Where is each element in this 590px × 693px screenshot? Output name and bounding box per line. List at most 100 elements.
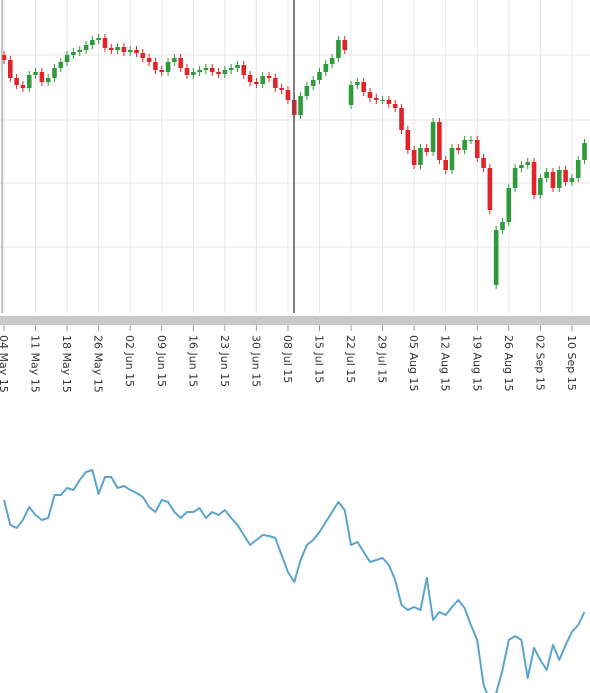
candle-body: [8, 60, 13, 78]
candle-body: [127, 50, 133, 52]
x-tick-label: 15 Jul 15: [313, 335, 326, 383]
candle-body: [247, 75, 253, 82]
candle-body: [1, 55, 7, 60]
x-tick-label: 11 May 15: [29, 335, 42, 393]
x-tick-label: 29 Jul 15: [376, 335, 389, 383]
candle-body: [26, 75, 32, 88]
candle-body: [443, 160, 448, 170]
candle-body: [254, 82, 259, 84]
x-tick-label: 19 Aug 15: [470, 335, 483, 391]
candle-body: [531, 162, 537, 195]
candle-body: [424, 148, 430, 152]
x-tick-label: 09 Jun 15: [155, 335, 168, 387]
candle-body: [191, 72, 196, 75]
candle-body: [411, 150, 417, 165]
x-tick-label: 23 Jun 15: [218, 335, 231, 387]
candle-body: [500, 222, 505, 230]
x-tick-label: 02 Sep 15: [533, 335, 546, 391]
x-tick-label: 02 Jun 15: [123, 335, 136, 387]
candle-body: [575, 160, 581, 178]
candle-body: [569, 178, 575, 182]
candle-body: [115, 47, 120, 50]
candle-body: [329, 58, 335, 64]
candle-body: [146, 58, 152, 62]
candle-body: [563, 170, 568, 182]
candles: [1, 34, 587, 289]
candle-body: [512, 168, 518, 188]
candle-body: [90, 40, 95, 45]
candle-body: [222, 70, 228, 74]
x-tick-label: 10 Sep 15: [565, 335, 578, 391]
x-axis: 04 May 15 11 May 15 18 May 15 26 May 15 02 J…: [0, 325, 578, 393]
candle-body: [323, 64, 329, 72]
candle-body: [159, 70, 165, 72]
candle-body: [449, 148, 455, 170]
candle-body: [544, 172, 549, 178]
candle-body: [96, 38, 101, 40]
candle-body: [380, 100, 385, 101]
x-tick-label: 26 May 15: [92, 335, 105, 393]
candle-body: [121, 47, 127, 52]
candle-body: [487, 168, 493, 210]
candle-body: [582, 143, 587, 160]
candle-body: [386, 100, 392, 104]
candle-body: [64, 55, 70, 62]
candle-body: [197, 70, 202, 72]
candle-body: [298, 96, 303, 115]
line-chart: [3, 469, 586, 693]
scroll-bar[interactable]: [0, 316, 590, 325]
x-tick-label: 04 May 15: [0, 335, 10, 393]
candle-body: [474, 140, 480, 158]
candle-body: [493, 230, 499, 285]
candle-body: [235, 65, 240, 68]
candle-body: [184, 68, 190, 75]
candle-body: [506, 188, 512, 222]
candle-body: [140, 53, 146, 58]
candle-body: [336, 40, 341, 58]
candle-body: [45, 78, 51, 82]
candle-body: [178, 58, 183, 68]
candle-body: [462, 140, 467, 150]
candle-body: [405, 130, 411, 150]
line-series: [3, 469, 586, 693]
candle-body: [39, 72, 45, 82]
candle-body: [33, 72, 38, 75]
x-tick-label: 26 Aug 15: [502, 335, 515, 391]
candle-body: [108, 48, 114, 50]
candle-body: [216, 72, 221, 74]
x-tick-label: 12 Aug 15: [439, 335, 452, 391]
candle-body: [355, 82, 360, 85]
x-tick-label: 18 May 15: [60, 335, 73, 393]
candle-body: [342, 40, 348, 50]
candle-body: [266, 76, 272, 78]
candle-body: [310, 80, 316, 86]
candle-body: [165, 62, 171, 72]
candle-body: [260, 76, 266, 84]
candle-body: [418, 148, 423, 165]
candle-body: [373, 98, 379, 100]
candle-body: [52, 68, 57, 78]
candle-body: [241, 65, 247, 75]
candle-body: [348, 85, 354, 105]
candle-body: [481, 158, 486, 168]
candle-body: [304, 86, 310, 96]
candle-body: [209, 68, 215, 72]
x-tick-label: 08 Jul 15: [281, 335, 294, 383]
x-tick-label: 16 Jun 15: [186, 335, 199, 387]
candle-body: [134, 50, 139, 53]
candle-body: [317, 72, 322, 80]
candle-body: [273, 78, 278, 88]
candle-body: [14, 78, 19, 85]
candle-body: [437, 122, 442, 160]
candle-body: [285, 90, 291, 100]
candle-body: [361, 82, 366, 92]
candle-body: [367, 92, 373, 98]
x-tick-label: 30 Jun 15: [249, 335, 262, 387]
candle-body: [228, 68, 234, 70]
candle-body: [203, 68, 209, 70]
candle-body: [525, 162, 531, 165]
candle-body: [519, 165, 524, 168]
candle-body: [468, 140, 474, 141]
candle-body: [279, 88, 284, 90]
x-tick-label: 05 Aug 15: [407, 335, 420, 391]
